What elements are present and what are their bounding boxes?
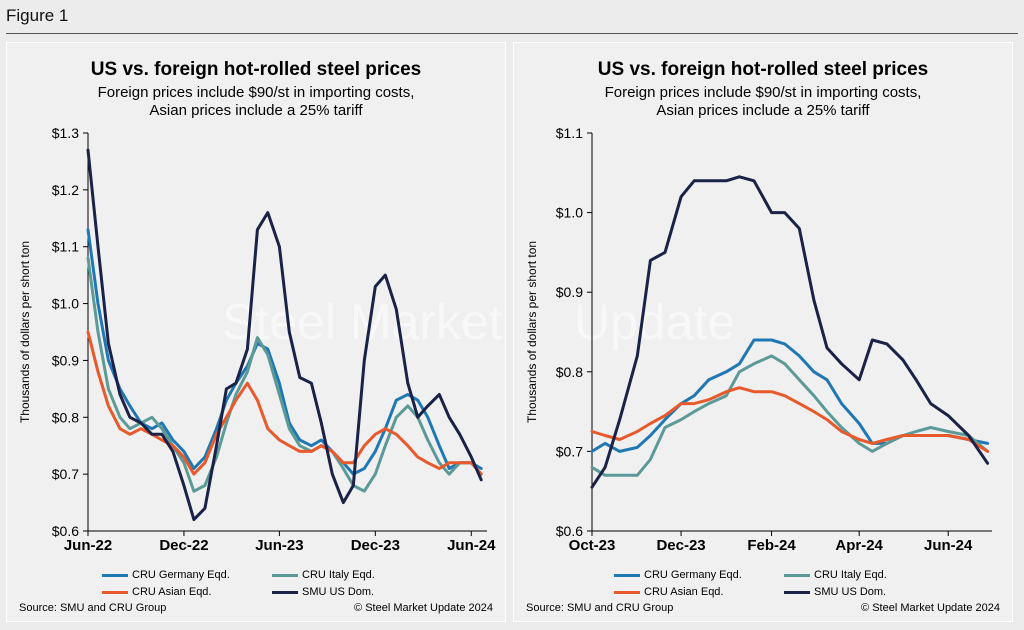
legend-item-italy: CRU Italy Eqd. (784, 569, 887, 581)
legend-swatch (614, 590, 640, 594)
chart-svg-right: $0.6 $0.7 $0.8 $0.9 $1.0 $1.1 Oct-23 Dec-23 Feb-… (525, 125, 992, 554)
x-tick-label: Jun-24 (924, 537, 973, 554)
legend-swatch (102, 590, 128, 594)
watermark: Update (574, 293, 735, 351)
legend-item-germany: CRU Germany Eqd. (614, 569, 742, 581)
x-tick-label: Feb-24 (747, 537, 796, 554)
subtitle-line: Foreign prices include $90/st in importi… (604, 84, 922, 101)
watermark: Steel Market (222, 293, 503, 351)
x-tick-label: Jun-23 (255, 537, 303, 554)
chart-title: US vs. foreign hot-rolled steel prices (90, 59, 422, 80)
legend-label: SMU US Dom. (302, 586, 375, 598)
chart-title: US vs. foreign hot-rolled steel prices (597, 59, 929, 80)
x-tick-label: Dec-23 (351, 537, 400, 554)
watermark-text-a: Steel Market (222, 294, 503, 350)
legend-label: SMU US Dom. (814, 586, 887, 598)
series-line-us (590, 175, 990, 489)
legend-item-germany: CRU Germany Eqd. (102, 569, 230, 581)
legend-item-asian: CRU Asian Eqd. (102, 586, 211, 598)
chart-panel-right: Update $0.6 $0.7 $0.8 $0.9 $1.0 $1.1 Oct-23 Dec… (513, 42, 1013, 622)
legend-label: CRU Germany Eqd. (644, 569, 742, 581)
legend-label: CRU Italy Eqd. (302, 569, 375, 581)
subtitle-line: Asian prices include a 25% tariff (656, 102, 870, 119)
x-tick-label: Apr-24 (835, 537, 883, 554)
x-tick-label: Dec-22 (159, 537, 208, 554)
chart-svg-left: $0.6 $0.7 $0.8 $0.9 $1.0 $1.1 $1.2 $1.3 Jun-22 De… (18, 125, 496, 554)
y-axis-label: Thousands of dollars per short ton (18, 241, 32, 423)
x-tick-label: Oct-23 (569, 537, 616, 554)
source-note: Source: SMU and CRU Group (19, 602, 167, 614)
subtitle-line: Asian prices include a 25% tariff (149, 102, 363, 119)
copyright-note: © Steel Market Update 2024 (861, 602, 1000, 614)
x-tick-label: Dec-23 (656, 537, 705, 554)
header-rule (6, 33, 1018, 34)
legend-swatch (784, 590, 810, 594)
y-tick-label: $1.1 (556, 125, 583, 141)
y-tick-label: $1.0 (556, 205, 583, 221)
y-tick-label: $0.7 (52, 466, 79, 482)
chart-subtitle: Foreign prices include $90/st in importi… (514, 84, 1012, 120)
legend-label: CRU Asian Eqd. (132, 586, 212, 598)
chart-panel-left: Steel Market $0.6 $0.7 $0.8 $0.9 $1.0 $1.1 $1.… (6, 42, 506, 622)
legend-label: CRU Asian Eqd. (644, 586, 724, 598)
legend-item-asian: CRU Asian Eqd. (614, 586, 723, 598)
y-tick-label: $0.6 (52, 523, 79, 539)
legend-item-us: SMU US Dom. (272, 586, 374, 598)
subtitle-line: Foreign prices include $90/st in importi… (97, 84, 415, 101)
y-tick-label: $1.2 (52, 182, 79, 198)
legend-item-us: SMU US Dom. (784, 586, 886, 598)
legend-swatch (102, 573, 128, 577)
series-line-italy (590, 354, 990, 477)
watermark-text-b: Update (574, 294, 736, 350)
legend-swatch (272, 573, 298, 577)
x-tick-label: Jun-24 (447, 537, 496, 554)
chart-subtitle: Foreign prices include $90/st in importi… (7, 84, 505, 120)
y-tick-label: $1.0 (52, 296, 79, 312)
series-line-us (86, 148, 483, 522)
legend-label: CRU Germany Eqd. (132, 569, 230, 581)
copyright-note: © Steel Market Update 2024 (354, 602, 493, 614)
y-tick-label: $0.6 (556, 523, 583, 539)
source-note: Source: SMU and CRU Group (526, 602, 674, 614)
legend-swatch (272, 590, 298, 594)
y-axis-label: Thousands of dollars per short ton (525, 241, 539, 423)
y-tick-label: $0.8 (556, 364, 583, 380)
legend-label: CRU Italy Eqd. (814, 569, 887, 581)
y-tick-label: $0.9 (556, 284, 583, 300)
y-tick-label: $0.8 (52, 409, 79, 425)
series-line-asian (590, 386, 990, 453)
y-tick-label: $0.7 (556, 443, 583, 459)
legend-swatch (784, 573, 810, 577)
legend-item-italy: CRU Italy Eqd. (272, 569, 375, 581)
series-line-germany (86, 228, 483, 476)
y-tick-label: $1.1 (52, 239, 79, 255)
figure-label: Figure 1 (6, 6, 69, 25)
y-tick-label: $0.9 (52, 352, 79, 368)
y-tick-label: $1.3 (52, 125, 79, 141)
x-tick-label: Jun-22 (64, 537, 112, 554)
legend-swatch (614, 573, 640, 577)
